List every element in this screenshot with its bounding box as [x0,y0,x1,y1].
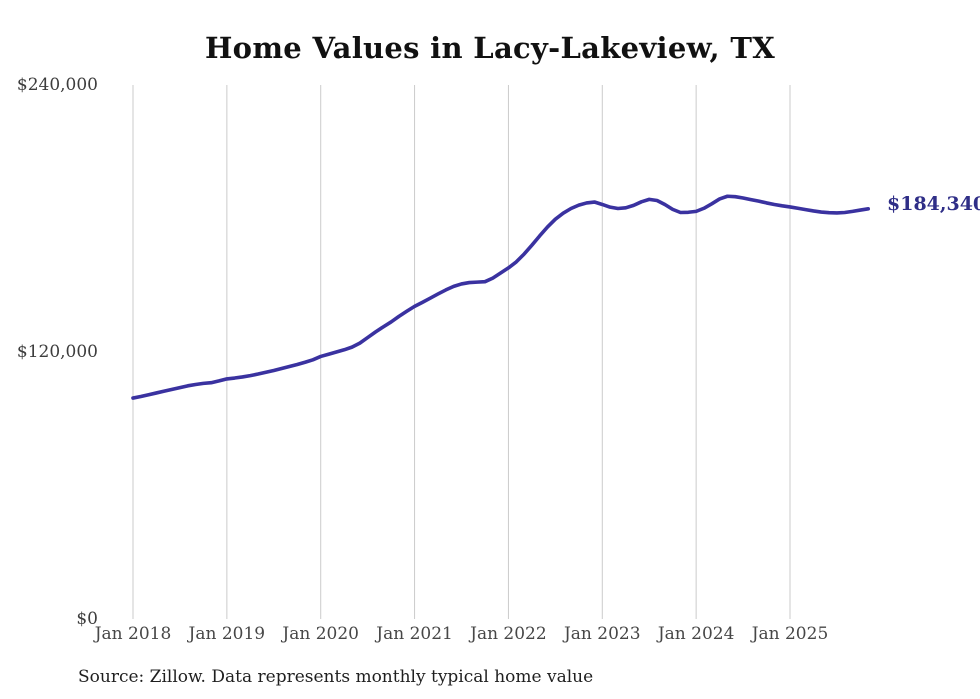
y-tick-label: $120,000 [16,342,98,362]
x-tick-label: Jan 2020 [282,624,359,644]
x-tick-label: Jan 2025 [751,624,829,644]
x-tick-label: Jan 2019 [188,624,266,644]
y-tick-label: $0 [76,609,98,629]
y-tick-label: $240,000 [16,75,98,95]
x-tick-label: Jan 2018 [94,624,172,644]
end-value-label: $184,340 [887,193,980,215]
x-tick-label: Jan 2022 [470,624,547,644]
series-line [131,194,871,400]
chart-title: Home Values in Lacy-Lakeview, TX [204,31,776,65]
x-tick-label: Jan 2023 [563,624,641,644]
x-tick-label: Jan 2021 [376,624,453,644]
x-tick-label: Jan 2024 [657,624,735,644]
source-note: Source: Zillow. Data represents monthly … [78,667,594,687]
